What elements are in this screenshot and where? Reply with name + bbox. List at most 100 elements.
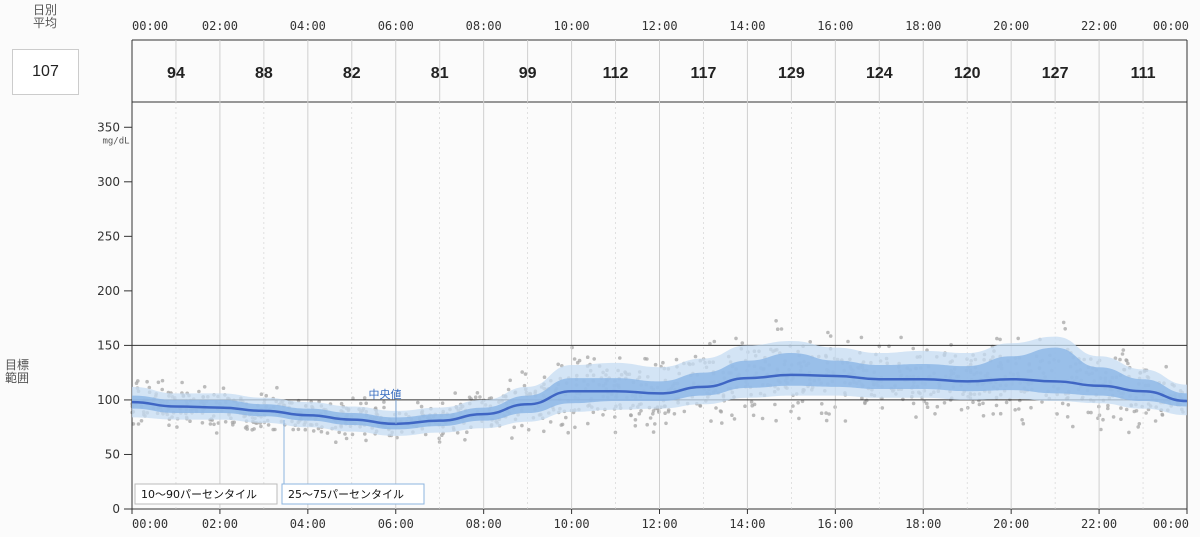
reading-point bbox=[732, 417, 737, 421]
reading-point bbox=[264, 393, 269, 398]
reading-point bbox=[828, 334, 833, 338]
reading-point bbox=[826, 330, 830, 335]
reading-point bbox=[1063, 327, 1067, 331]
reading-point bbox=[455, 431, 460, 435]
reading-point bbox=[325, 431, 330, 435]
reading-point bbox=[350, 432, 355, 437]
reading-point bbox=[966, 406, 970, 410]
reading-point bbox=[180, 380, 184, 385]
y-tick-label: 200 bbox=[97, 284, 120, 298]
reading-point bbox=[266, 423, 271, 427]
reading-point bbox=[216, 421, 221, 425]
reading-point bbox=[423, 432, 428, 437]
x-tick-label-bottom: 00:00 bbox=[132, 517, 168, 531]
reading-point bbox=[243, 426, 248, 430]
reading-point bbox=[416, 400, 420, 405]
reading-point bbox=[1111, 415, 1116, 419]
reading-point bbox=[1119, 417, 1123, 422]
reading-point bbox=[774, 319, 778, 323]
reading-point bbox=[808, 340, 812, 344]
reading-point bbox=[860, 396, 864, 400]
reading-point bbox=[633, 418, 638, 422]
reading-point bbox=[773, 402, 777, 407]
reading-point bbox=[1016, 336, 1020, 341]
reading-point bbox=[463, 438, 467, 442]
reading-point bbox=[750, 403, 754, 408]
reading-point bbox=[698, 403, 702, 408]
reading-point bbox=[664, 421, 668, 426]
reading-point bbox=[933, 412, 937, 416]
reading-point bbox=[749, 400, 754, 404]
reading-point bbox=[271, 427, 276, 432]
reading-point bbox=[1124, 358, 1128, 362]
reading-point bbox=[175, 425, 179, 429]
x-tick-label-bottom: 20:00 bbox=[993, 517, 1029, 531]
x-tick-label-top: 00:00 bbox=[1153, 19, 1189, 33]
reading-point bbox=[478, 395, 482, 399]
reading-point bbox=[197, 389, 201, 394]
reading-point bbox=[208, 422, 213, 426]
reading-point bbox=[709, 419, 713, 423]
reading-point bbox=[573, 425, 577, 430]
reading-point bbox=[1020, 418, 1024, 422]
reading-point bbox=[214, 431, 219, 435]
legend-25-75-label: 25～75パーセンタイル bbox=[288, 488, 404, 501]
reading-point bbox=[651, 430, 656, 434]
reading-point bbox=[1055, 412, 1059, 416]
reading-point bbox=[1061, 320, 1066, 325]
reading-point bbox=[223, 420, 228, 424]
reading-point bbox=[734, 336, 738, 341]
reading-point bbox=[556, 362, 560, 367]
reading-point bbox=[291, 427, 296, 432]
reading-point bbox=[437, 436, 442, 441]
reading-point bbox=[1127, 430, 1131, 435]
reading-point bbox=[319, 429, 324, 434]
reading-point bbox=[949, 343, 953, 347]
reading-point bbox=[1018, 398, 1022, 403]
reading-point bbox=[657, 410, 661, 414]
legend-10-90-label: 10～90パーセンタイル bbox=[141, 488, 257, 501]
reading-point bbox=[639, 409, 643, 413]
reading-point bbox=[981, 414, 986, 418]
reading-point bbox=[708, 341, 712, 346]
x-tick-label-top: 10:00 bbox=[554, 19, 590, 33]
reading-point bbox=[1071, 424, 1075, 429]
x-tick-label-bottom: 06:00 bbox=[378, 517, 414, 531]
reading-point bbox=[880, 406, 885, 410]
x-tick-label-top: 04:00 bbox=[290, 19, 326, 33]
y-tick-label: 0 bbox=[112, 502, 120, 516]
x-tick-label-bottom: 22:00 bbox=[1081, 517, 1117, 531]
reading-point bbox=[1017, 407, 1021, 411]
y-tick-label: 50 bbox=[105, 447, 120, 461]
reading-point bbox=[585, 355, 590, 360]
reading-point bbox=[1136, 425, 1140, 429]
x-tick-label-bottom: 12:00 bbox=[641, 517, 677, 531]
reading-point bbox=[188, 419, 192, 424]
reading-point bbox=[796, 400, 800, 405]
reading-point bbox=[899, 335, 903, 340]
reading-point bbox=[977, 402, 982, 407]
reading-point bbox=[1099, 427, 1103, 432]
reading-point bbox=[343, 432, 347, 436]
x-tick-label-top: 22:00 bbox=[1081, 19, 1117, 33]
reading-point bbox=[672, 412, 677, 416]
reading-point bbox=[1164, 364, 1168, 369]
reading-point bbox=[1119, 406, 1123, 410]
reading-point bbox=[911, 346, 915, 351]
reading-point bbox=[959, 407, 964, 412]
reading-point bbox=[359, 401, 363, 406]
reading-point bbox=[775, 327, 780, 332]
hourly-average-label: 82 bbox=[343, 65, 361, 82]
reading-point bbox=[453, 391, 458, 395]
reading-point bbox=[303, 427, 308, 432]
x-tick-label-bottom: 04:00 bbox=[290, 517, 326, 531]
y-tick-label: 300 bbox=[97, 175, 120, 189]
reading-point bbox=[714, 406, 718, 410]
reading-point bbox=[618, 356, 622, 360]
reading-point bbox=[1137, 422, 1142, 426]
reading-point bbox=[760, 416, 765, 421]
reading-point bbox=[797, 416, 801, 421]
y-tick-label: 150 bbox=[97, 338, 120, 352]
x-tick-label-top: 06:00 bbox=[378, 19, 414, 33]
daily-average-value: 107 bbox=[12, 49, 79, 95]
